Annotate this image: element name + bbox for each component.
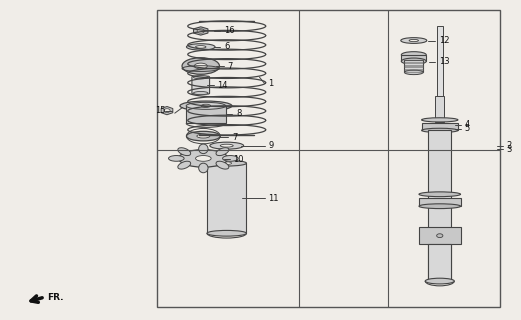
Bar (404, 60, 423, 72)
Ellipse shape (195, 156, 211, 161)
Ellipse shape (187, 44, 215, 50)
Text: FR.: FR. (47, 293, 64, 302)
Ellipse shape (419, 192, 461, 197)
Ellipse shape (186, 102, 226, 109)
Text: 10: 10 (233, 155, 244, 164)
Ellipse shape (216, 161, 229, 169)
Text: 6: 6 (224, 42, 230, 52)
Text: 12: 12 (439, 36, 449, 45)
Text: 8: 8 (236, 109, 241, 118)
Ellipse shape (401, 38, 427, 44)
Bar (401, 55, 426, 61)
Ellipse shape (216, 148, 229, 156)
Text: 2: 2 (506, 141, 512, 150)
Bar (419, 227, 461, 244)
Text: 5: 5 (465, 124, 470, 133)
Text: 3: 3 (506, 145, 512, 154)
Bar (207, 163, 246, 233)
Text: 11: 11 (268, 194, 279, 203)
Polygon shape (193, 27, 208, 35)
Ellipse shape (220, 144, 233, 147)
Bar (186, 106, 226, 123)
Ellipse shape (168, 156, 184, 161)
Ellipse shape (409, 39, 418, 42)
Ellipse shape (401, 52, 426, 58)
Ellipse shape (210, 142, 244, 149)
Ellipse shape (197, 134, 210, 138)
Text: 4: 4 (465, 120, 470, 130)
Ellipse shape (182, 58, 219, 74)
Ellipse shape (437, 234, 443, 237)
Ellipse shape (222, 162, 232, 164)
Ellipse shape (419, 204, 461, 209)
Text: 16: 16 (224, 27, 235, 36)
Bar (435, 96, 444, 122)
Ellipse shape (195, 46, 206, 48)
Bar (428, 244, 451, 281)
Ellipse shape (421, 128, 458, 132)
Ellipse shape (401, 58, 426, 64)
Polygon shape (161, 107, 173, 115)
Text: 15: 15 (156, 106, 166, 115)
Text: 7: 7 (232, 132, 237, 141)
Text: 1: 1 (268, 79, 274, 88)
Bar (157, 10, 500, 307)
Ellipse shape (193, 76, 208, 79)
Text: 7: 7 (228, 61, 233, 70)
Bar (421, 123, 458, 130)
Ellipse shape (178, 148, 191, 156)
Circle shape (164, 109, 170, 113)
Bar (437, 26, 443, 96)
Ellipse shape (222, 156, 238, 161)
Ellipse shape (179, 150, 228, 167)
Ellipse shape (199, 163, 208, 173)
Circle shape (197, 29, 204, 33)
Ellipse shape (201, 104, 210, 108)
Ellipse shape (194, 63, 207, 69)
FancyBboxPatch shape (192, 76, 209, 94)
Text: 9: 9 (268, 141, 274, 150)
Ellipse shape (207, 230, 246, 236)
Ellipse shape (180, 101, 232, 111)
Text: 14: 14 (217, 81, 228, 90)
Ellipse shape (207, 160, 246, 166)
Ellipse shape (193, 92, 208, 95)
Ellipse shape (187, 131, 220, 141)
Text: 13: 13 (439, 57, 449, 66)
Ellipse shape (199, 144, 208, 154)
Ellipse shape (404, 70, 423, 75)
Ellipse shape (425, 278, 454, 284)
Bar (419, 198, 461, 206)
Ellipse shape (421, 118, 458, 122)
Ellipse shape (178, 161, 191, 169)
Bar (428, 130, 451, 281)
